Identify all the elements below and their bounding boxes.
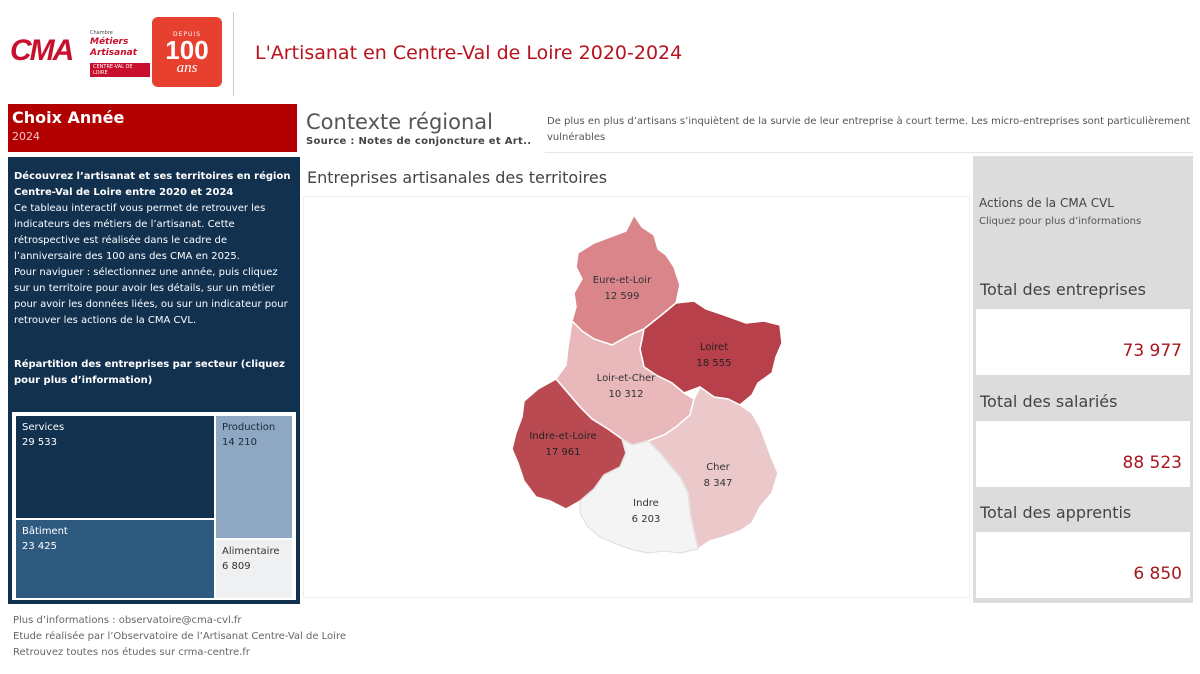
treemap-value: 14 210 — [222, 437, 257, 448]
footer-study: Etude réalisée par l’Observatoire de l’A… — [13, 631, 346, 642]
kpi-box-apprentis[interactable]: 6 850 — [976, 532, 1190, 598]
cma-logo-mark: CMA — [10, 34, 74, 67]
treemap-cell-batiment[interactable]: Bâtiment 23 425 — [15, 519, 215, 599]
treemap-cell-production[interactable]: Production 14 210 — [215, 415, 293, 539]
map-title: Entreprises artisanales des territoires — [307, 168, 608, 187]
cma-logo-line3: Artisanat — [90, 48, 138, 58]
centenary-logo: DEPUIS 100 ans — [152, 17, 222, 87]
territory-value-indre: 6 203 — [632, 514, 661, 525]
territory-label-loiret: Loiret — [700, 342, 728, 353]
header-divider — [233, 12, 234, 96]
treemap-label: Alimentaire — [222, 546, 280, 557]
actions-title[interactable]: Actions de la CMA CVL — [979, 196, 1114, 210]
treemap-value: 6 809 — [222, 561, 251, 572]
treemap-value: 29 533 — [22, 437, 57, 448]
kpi-value-entreprises: 73 977 — [1122, 341, 1182, 361]
kpi-value-apprentis: 6 850 — [1133, 564, 1182, 584]
territory-label-loir-et-cher: Loir-et-Cher — [597, 373, 657, 384]
footer-contact[interactable]: Plus d’informations : observatoire@cma-c… — [13, 615, 242, 626]
kpi-panel: Actions de la CMA CVL Cliquez pour plus … — [973, 156, 1193, 603]
treemap-label: Bâtiment — [22, 526, 68, 537]
territory-value-loiret: 18 555 — [697, 358, 732, 369]
treemap-title: Répartition des entreprises par secteur … — [14, 359, 285, 386]
centenary-logo-number: 100 — [165, 35, 209, 65]
context-title: Contexte régional — [306, 110, 493, 134]
territory-value-indre-et-loire: 17 961 — [546, 447, 581, 458]
actions-subtitle[interactable]: Cliquez pour plus d’informations — [979, 216, 1142, 227]
treemap-label: Services — [22, 422, 65, 433]
footer-website[interactable]: Retrouvez toutes nos études sur crma-cen… — [13, 647, 250, 658]
context-divider — [545, 152, 1193, 153]
intro-text: Découvrez l’artisanat et ses territoires… — [14, 169, 294, 329]
intro-paragraph-1: Ce tableau interactif vous permet de ret… — [14, 203, 266, 262]
territory-map: Eure-et-Loir 12 599 Loiret 18 555 Loir-e… — [303, 196, 970, 598]
context-source: Source : Notes de conjoncture et Art.. — [306, 136, 532, 147]
year-filter[interactable]: Choix Année 2024 — [8, 104, 297, 152]
sector-treemap: Services 29 533 Bâtiment 23 425 Producti… — [12, 412, 296, 600]
kpi-label-entreprises[interactable]: Total des entreprises — [980, 280, 1146, 299]
territory-label-indre: Indre — [633, 498, 659, 509]
territory-value-loir-et-cher: 10 312 — [609, 389, 644, 400]
territory-label-eure-et-loir: Eure-et-Loir — [593, 275, 652, 286]
cma-logo-line1: Chambre — [90, 30, 113, 36]
territory-indre-et-loire[interactable] — [511, 378, 627, 510]
intro-panel: Découvrez l’artisanat et ses territoires… — [8, 157, 300, 604]
centenary-logo-ans: ans — [176, 60, 198, 76]
treemap-cell-alimentaire[interactable]: Alimentaire 6 809 — [215, 539, 293, 599]
centenary-logo-small: DEPUIS — [173, 31, 201, 38]
year-filter-label: Choix Année — [12, 108, 125, 127]
intro-heading: Découvrez l’artisanat et ses territoires… — [14, 171, 291, 198]
treemap-value: 23 425 — [22, 541, 57, 552]
territory-value-cher: 8 347 — [704, 478, 733, 489]
page-title: L'Artisanat en Centre-Val de Loire 2020-… — [255, 42, 683, 64]
intro-paragraph-2: Pour naviguer : sélectionnez une année, … — [14, 267, 288, 326]
header: CMA Chambre Métiers Artisanat CENTRE-VAL… — [0, 0, 1200, 100]
cma-logo[interactable]: CMA Chambre Métiers Artisanat CENTRE-VAL… — [10, 30, 150, 77]
cma-logo-line2: Métiers — [90, 37, 129, 47]
footer: Plus d’informations : observatoire@cma-c… — [13, 613, 346, 661]
territory-label-indre-et-loire: Indre-et-Loire — [529, 431, 596, 442]
territory-indre[interactable] — [579, 437, 699, 554]
kpi-box-salaries[interactable]: 88 523 — [976, 421, 1190, 487]
territory-value-eure-et-loir: 12 599 — [605, 291, 640, 302]
cma-logo-line4: CENTRE-VAL DE LOIRE — [90, 63, 150, 77]
territory-label-cher: Cher — [706, 462, 730, 473]
kpi-label-salaries[interactable]: Total des salariés — [980, 392, 1118, 411]
year-filter-value[interactable]: 2024 — [12, 130, 40, 143]
kpi-box-entreprises[interactable]: 73 977 — [976, 309, 1190, 375]
territory-map-svg: Eure-et-Loir 12 599 Loiret 18 555 Loir-e… — [511, 213, 783, 554]
context-text: De plus en plus d’artisans s’inquiètent … — [547, 116, 1191, 143]
kpi-label-apprentis[interactable]: Total des apprentis — [980, 503, 1132, 522]
treemap-cell-services[interactable]: Services 29 533 — [15, 415, 215, 519]
kpi-value-salaries: 88 523 — [1122, 453, 1182, 473]
treemap-label: Production — [222, 422, 276, 433]
